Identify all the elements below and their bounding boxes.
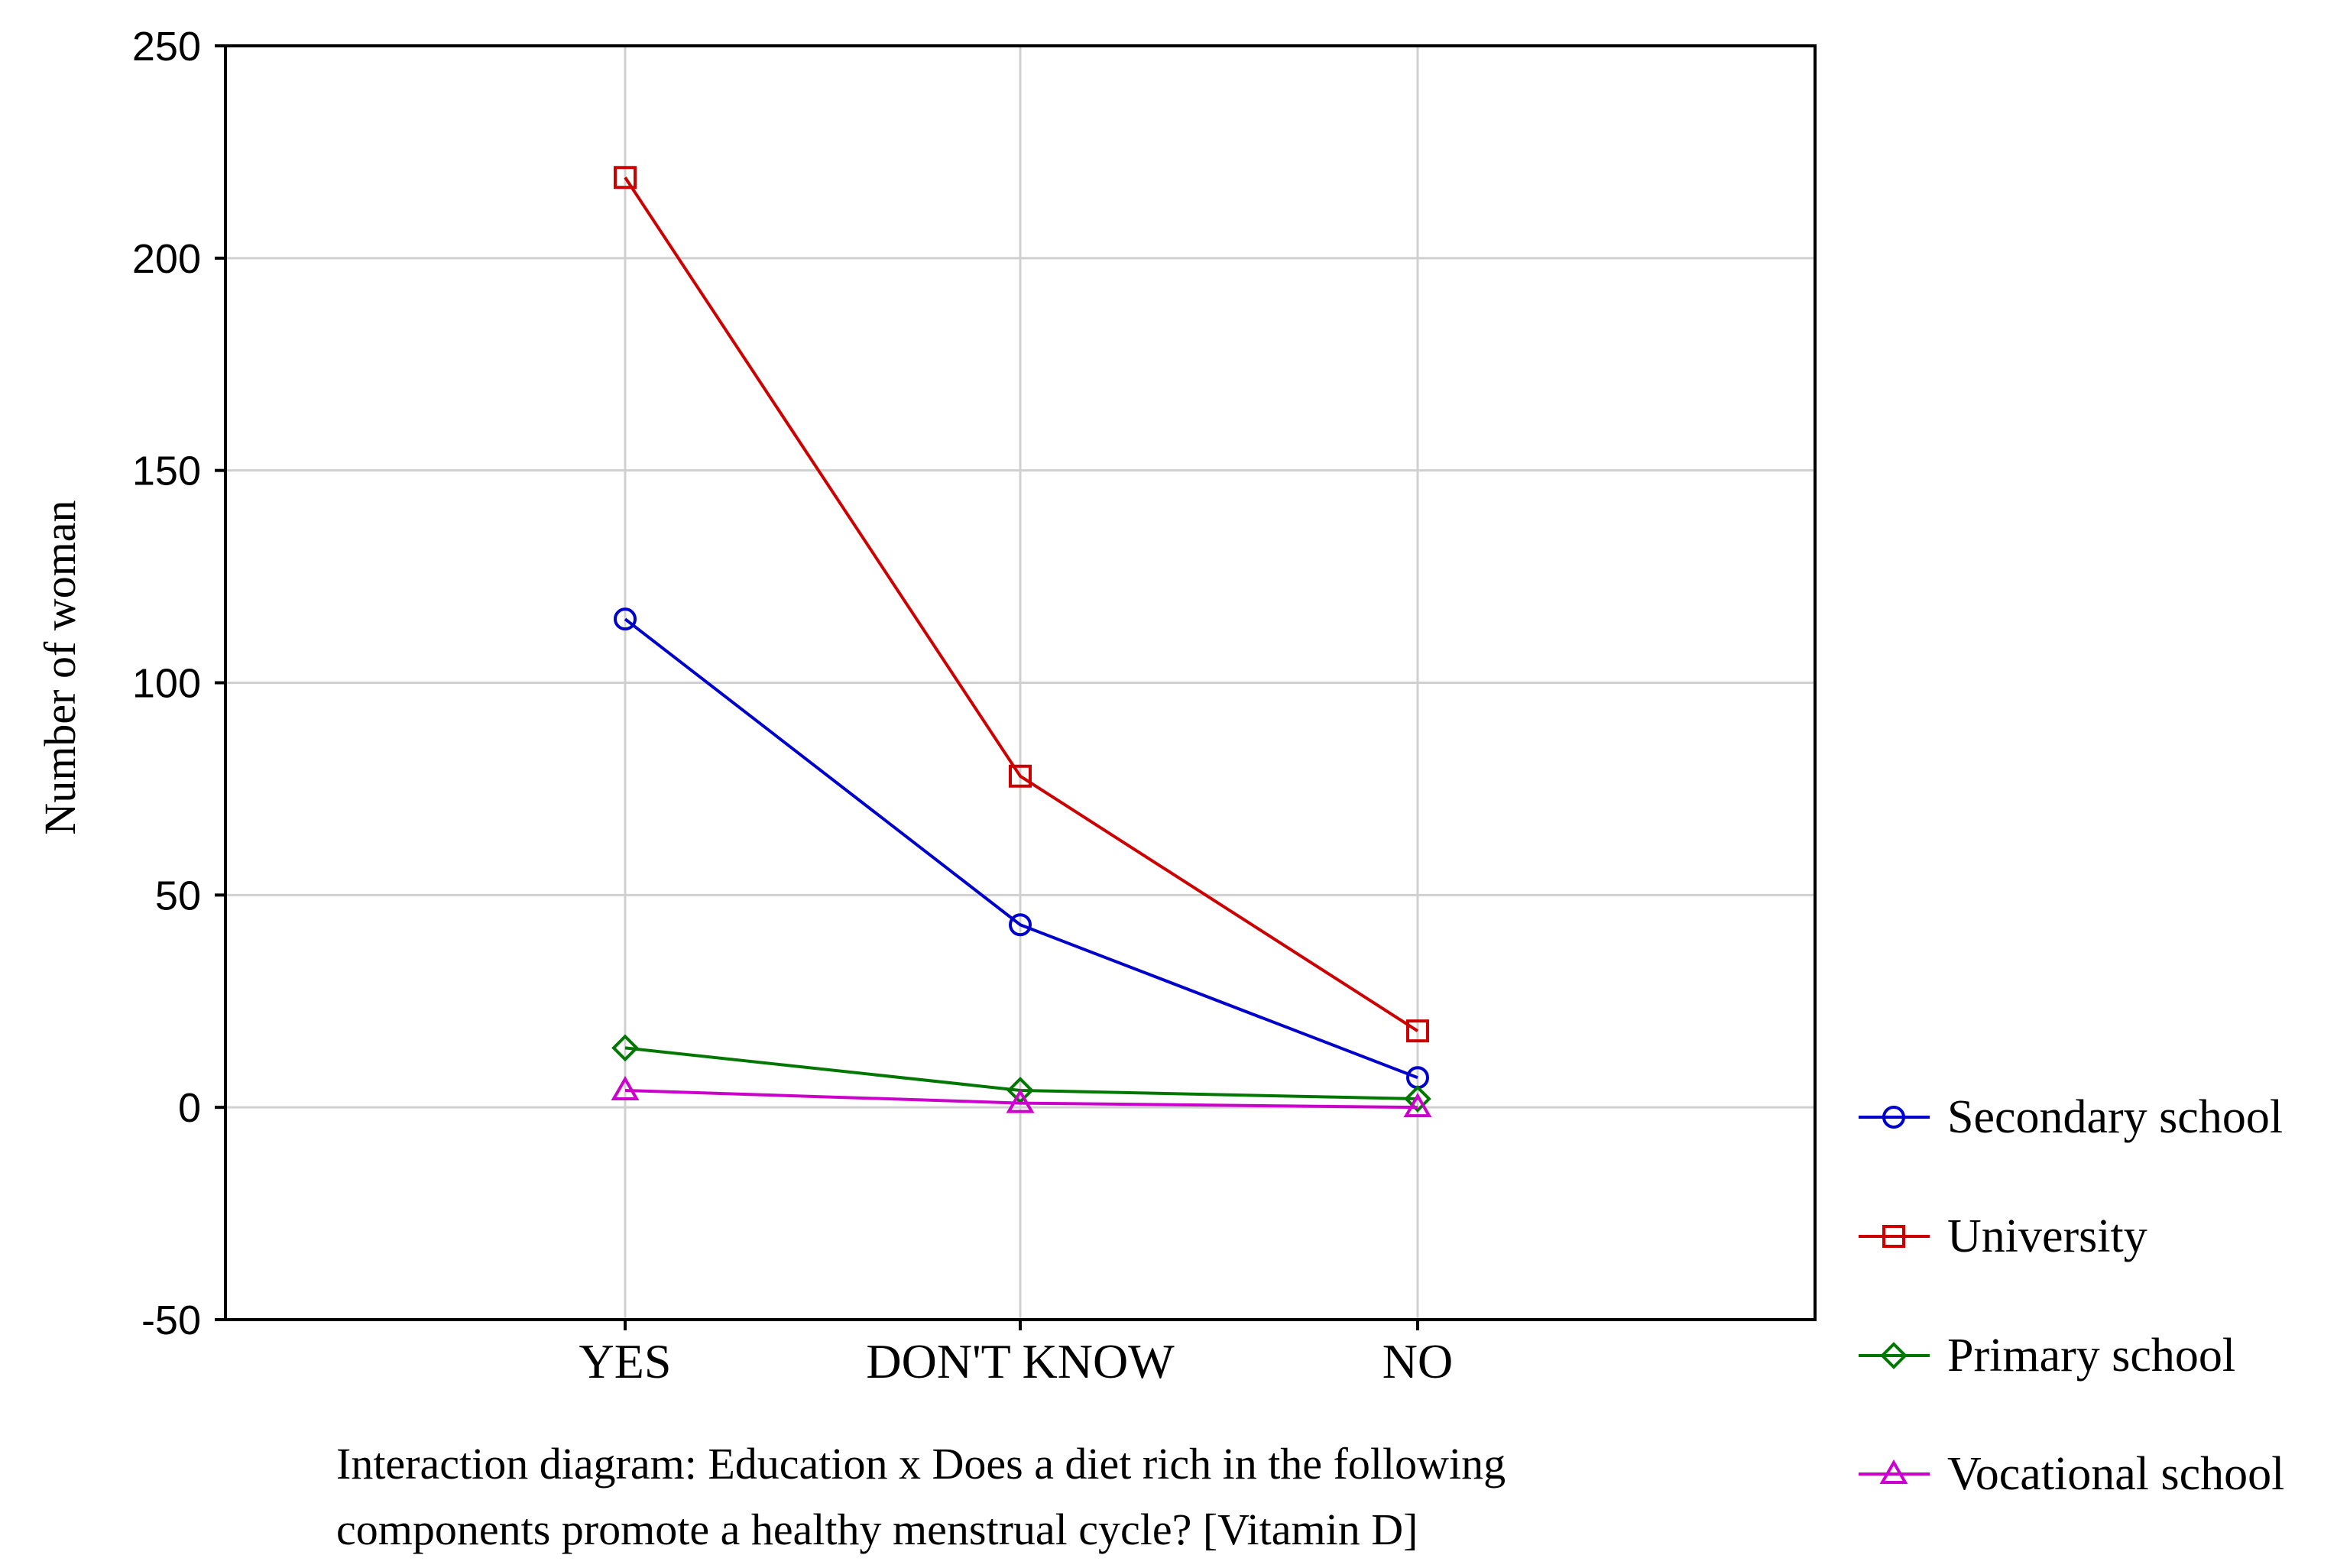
legend-marker <box>1882 1106 1905 1129</box>
series-line-1 <box>624 177 1419 1032</box>
legend-label: University <box>1947 1210 2147 1262</box>
y-tick-label: 100 <box>132 661 201 707</box>
x-tick-label: DON'T KNOW <box>866 1334 1175 1388</box>
y-axis-title: Number of woman <box>35 500 85 834</box>
y-tick-label: 250 <box>132 24 201 70</box>
legend-marker <box>1880 1342 1908 1369</box>
data-point <box>1006 1088 1035 1113</box>
series-line-3 <box>624 1088 1418 1110</box>
y-tick-label: -50 <box>141 1297 201 1343</box>
y-tick-label: 0 <box>178 1085 201 1131</box>
data-point <box>1009 913 1032 937</box>
x-tick-label: NO <box>1382 1334 1453 1388</box>
y-tick-label: 200 <box>132 236 201 282</box>
y-tick-label: 50 <box>155 873 201 918</box>
chart-caption-line: components promote a healthy menstrual c… <box>336 1505 1418 1554</box>
legend-marker <box>1879 1459 1908 1484</box>
legend-label: Primary school <box>1947 1330 2235 1382</box>
data-point <box>611 1075 640 1100</box>
data-point <box>1403 1093 1432 1118</box>
chart-caption-line: Interaction diagram: Education x Does a … <box>336 1439 1506 1489</box>
y-tick-label: 150 <box>132 449 201 494</box>
legend-marker <box>1882 1225 1905 1248</box>
legend-label: Secondary school <box>1947 1091 2283 1143</box>
x-tick-label: YES <box>579 1334 672 1388</box>
data-point <box>614 607 637 631</box>
data-point <box>1406 1019 1429 1043</box>
data-point <box>1009 764 1032 788</box>
data-point <box>1404 1085 1431 1113</box>
series-line-0 <box>624 617 1418 1080</box>
legend-label: Vocational school <box>1947 1448 2284 1500</box>
data-point <box>611 1034 639 1062</box>
data-point <box>614 166 637 190</box>
